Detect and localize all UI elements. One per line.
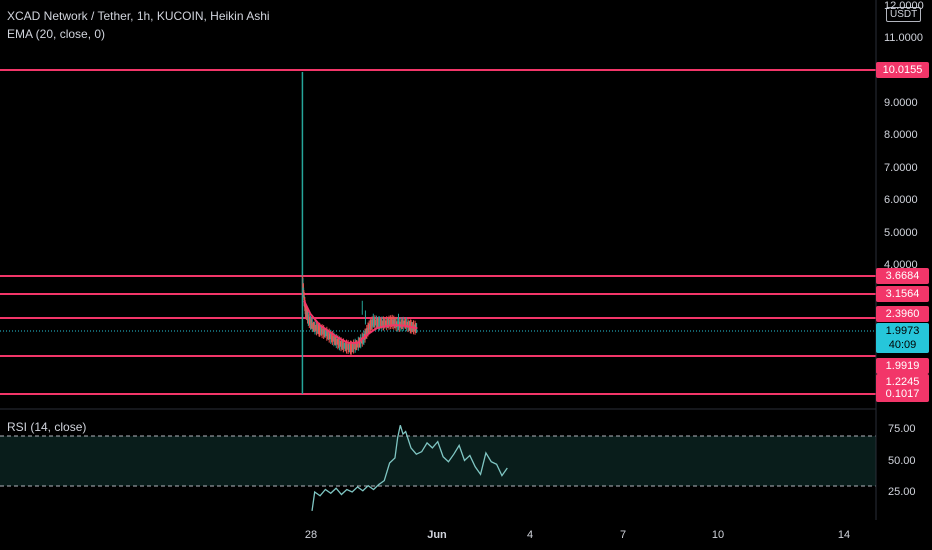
time-tick-label: 28 <box>304 529 318 541</box>
price-tick-label: 12.0000 <box>884 0 924 12</box>
rsi-tick-label: 25.00 <box>888 486 916 498</box>
rsi-background <box>0 436 876 486</box>
horizontal-levels[interactable] <box>0 69 876 395</box>
price-tick-label: 5.0000 <box>884 226 918 239</box>
rsi-band-zone <box>0 435 876 487</box>
time-tick-label: 4 <box>526 529 534 541</box>
rsi-tick-label: 75.00 <box>888 423 916 435</box>
current-price-tag: 1.9973 40:09 <box>876 323 929 353</box>
rsi-tick-label: 50.00 <box>888 454 916 467</box>
time-tick-label: 7 <box>619 529 627 541</box>
ema-line <box>303 300 418 344</box>
price-tick-label: 9.0000 <box>884 96 918 109</box>
ema-legend: EMA (20, close, 0) <box>7 27 106 41</box>
price-tick-label: 6.0000 <box>884 194 918 207</box>
ema-path <box>303 300 418 344</box>
time-tick-label: 10 <box>711 529 725 541</box>
level-tag: 3.1564 <box>876 286 929 302</box>
rsi-legend: RSI (14, close) <box>7 420 87 434</box>
level-tag: 2.3960 <box>876 306 929 322</box>
current-price-value: 1.9973 <box>885 325 920 337</box>
price-tick-label: 8.0000 <box>884 129 918 142</box>
rsi-path <box>311 425 508 511</box>
level-tag: 1.9919 <box>876 358 929 374</box>
price-tick-label: 7.0000 <box>884 161 918 174</box>
level-tag: 10.0155 <box>876 62 929 78</box>
chart-title: XCAD Network / Tether, 1h, KUCOIN, Heiki… <box>7 9 270 23</box>
price-tick-label: 11.0000 <box>884 32 923 45</box>
level-tag: 0.1017 <box>876 386 929 402</box>
candle-countdown: 40:09 <box>888 339 917 351</box>
currency-badge[interactable]: USDT <box>886 7 922 22</box>
time-tick-label: 14 <box>837 529 851 541</box>
time-tick-label: Jun <box>427 529 447 541</box>
level-tag: 3.6684 <box>876 268 929 284</box>
rsi-line <box>311 425 508 511</box>
